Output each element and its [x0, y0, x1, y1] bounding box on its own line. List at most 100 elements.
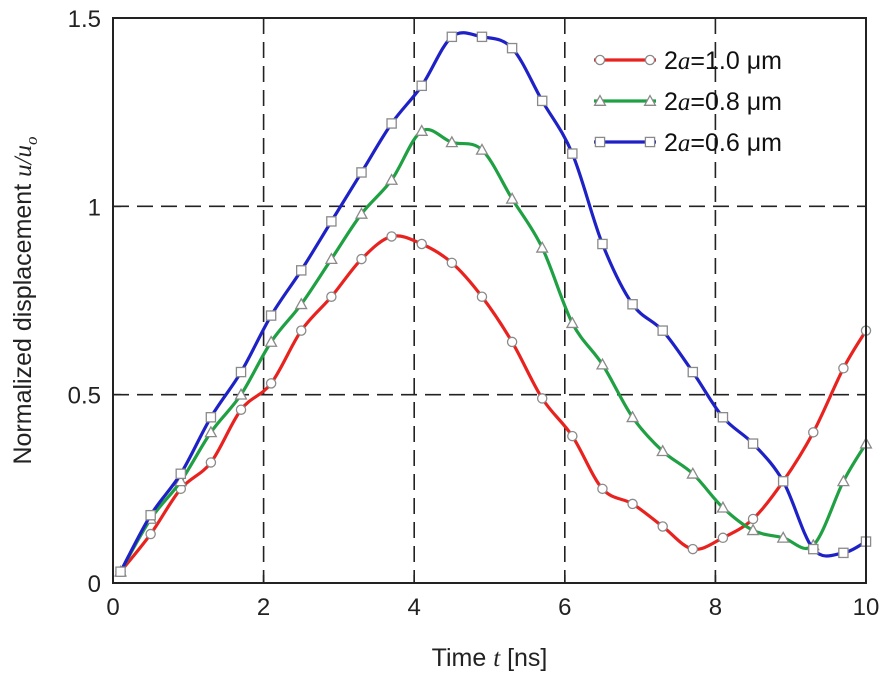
data-point: [295, 265, 307, 276]
data-point: [776, 531, 790, 543]
legend-label-post: =0.8 μm: [690, 88, 782, 116]
data-point: [717, 532, 729, 544]
x-axis-label-var: t: [493, 645, 501, 672]
data-point: [506, 42, 518, 54]
data-point: [324, 252, 338, 265]
data-point: [476, 291, 488, 302]
data-point: [808, 543, 819, 555]
x-axis-label-suffix: [ns]: [500, 644, 547, 672]
data-point: [386, 231, 397, 242]
data-point: [627, 498, 638, 510]
data-point: [836, 474, 850, 487]
series-line: [118, 127, 868, 574]
x-axis-label-prefix: Time: [432, 644, 494, 672]
data-point: [595, 357, 609, 370]
data-point: [597, 238, 608, 250]
data-point: [716, 500, 730, 513]
data-point: [597, 483, 608, 495]
data-point: [838, 547, 849, 559]
y-axis-label-prefix: Normalized displacement: [9, 177, 37, 465]
data-point: [354, 207, 368, 219]
data-point: [567, 430, 578, 442]
data-point: [565, 316, 579, 329]
y-axis-label-var: u: [10, 164, 37, 177]
data-point: [777, 476, 789, 487]
data-point: [416, 80, 427, 92]
data-point: [326, 216, 337, 227]
legend-label-var: a: [678, 89, 691, 116]
x-tick-label: 2: [257, 594, 270, 621]
legend-label-pre: 2: [664, 47, 678, 75]
data-point: [446, 257, 458, 269]
data-point: [415, 124, 429, 136]
data-point: [234, 387, 248, 400]
data-point: [145, 509, 156, 521]
data-point: [294, 297, 308, 310]
data-point: [746, 523, 760, 536]
data-point: [838, 363, 849, 374]
legend-label: 2a=0.6 μm: [664, 129, 782, 157]
data-point: [627, 299, 638, 310]
y-tick-label: 0: [88, 571, 101, 598]
data-point: [808, 427, 819, 438]
data-point: [747, 438, 759, 449]
data-point: [536, 393, 548, 404]
data-point: [326, 291, 337, 302]
x-tick-label: 10: [853, 594, 880, 621]
legend-label-pre: 2: [664, 88, 678, 116]
data-point: [385, 173, 399, 185]
data-point: [626, 410, 640, 423]
data-point: [657, 521, 668, 532]
y-axis-label-sub: o: [22, 136, 41, 145]
y-axis-label: Normalized displacement u/uo: [9, 136, 41, 464]
legend-label-pre: 2: [664, 129, 678, 157]
data-point: [264, 335, 278, 347]
data-point: [356, 167, 367, 178]
data-point: [265, 378, 277, 389]
data-point: [476, 31, 488, 43]
data-point: [235, 366, 247, 378]
legend-marker: [594, 136, 606, 148]
data-point: [656, 444, 670, 457]
data-point: [235, 404, 247, 415]
data-point: [204, 425, 218, 438]
data-point: [386, 118, 397, 129]
legend-marker: [644, 54, 656, 66]
data-point: [567, 148, 578, 159]
x-tick-label: 4: [408, 594, 421, 621]
data-point: [687, 366, 699, 378]
data-point: [115, 566, 126, 577]
x-axis-label: Time t [ns]: [432, 644, 548, 672]
legend-label-post: =1.0 μm: [690, 47, 782, 75]
series-2: [114, 124, 873, 577]
data-point: [657, 325, 668, 336]
data-point: [175, 468, 187, 480]
data-point: [205, 457, 217, 468]
legend-marker: [594, 54, 606, 66]
legend-entry: 2a=0.6 μm: [594, 129, 782, 157]
y-axis-label-var2: u: [10, 145, 37, 158]
legend-label: 2a=1.0 μm: [664, 47, 782, 75]
legend-marker: [643, 94, 657, 106]
data-point: [205, 412, 217, 423]
data-point: [535, 241, 549, 253]
data-point: [686, 467, 700, 479]
y-tick-label: 1.5: [68, 6, 101, 33]
data-point: [356, 253, 367, 265]
data-point: [505, 192, 519, 204]
legend-entry: 2a=0.8 μm: [593, 88, 782, 116]
legend-entry: 2a=1.0 μm: [594, 47, 782, 75]
data-point: [295, 325, 307, 336]
y-tick-label: 0.5: [68, 383, 101, 410]
y-tick-label: 1: [88, 194, 101, 221]
x-tick-label: 6: [558, 594, 571, 621]
legend-label: 2a=0.8 μm: [664, 88, 782, 116]
legend-marker: [593, 94, 607, 106]
tick-layer: 0 2 4 6 8 10 0 0.5 1 1.5: [68, 6, 880, 621]
legend-label-var: a: [678, 48, 691, 75]
y-axis-label-sep: /: [10, 155, 37, 166]
legend-label-post: =0.6 μm: [690, 129, 782, 157]
data-point: [416, 238, 427, 250]
